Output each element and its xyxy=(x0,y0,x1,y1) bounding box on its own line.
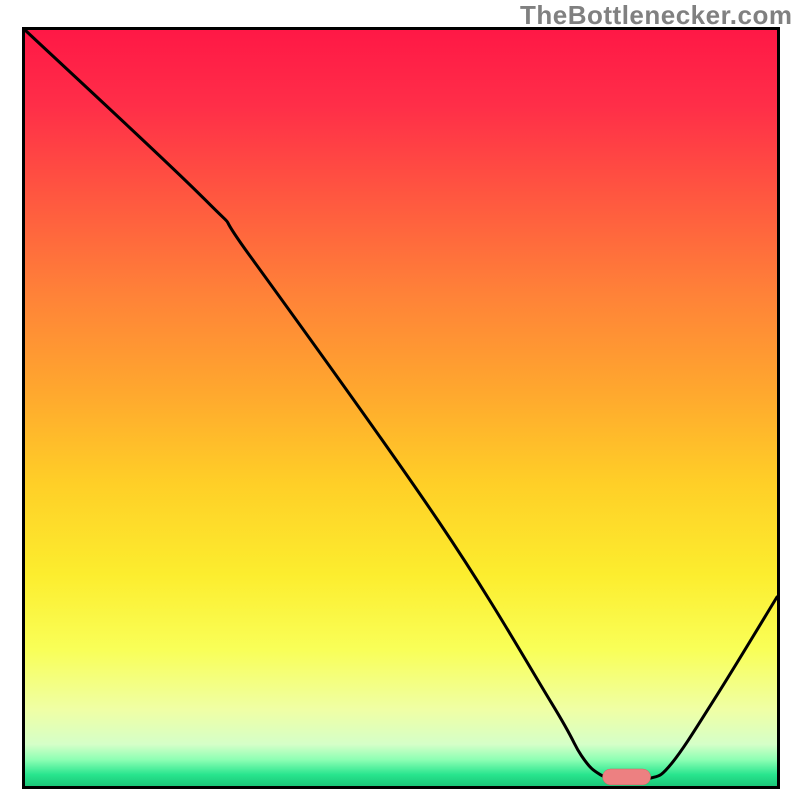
optimal-marker xyxy=(603,769,651,785)
chart-background xyxy=(25,30,777,786)
watermark-text: TheBottlenecker.com xyxy=(520,0,792,31)
